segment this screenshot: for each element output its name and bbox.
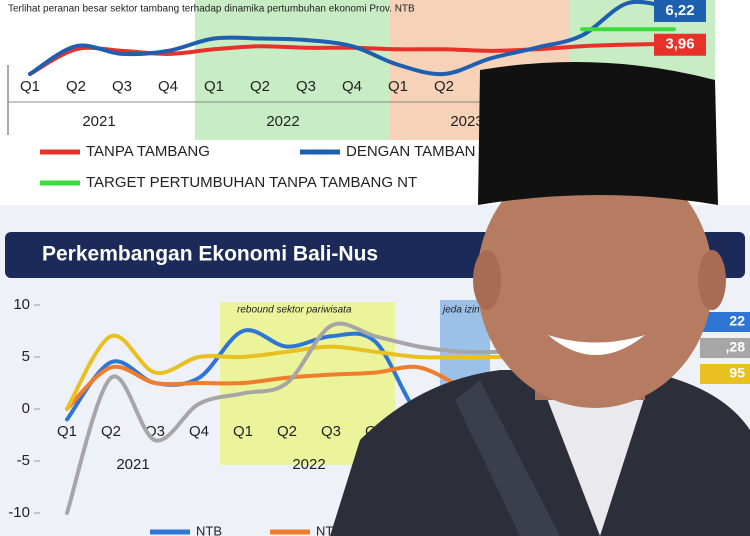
category-group-label: 2022 xyxy=(292,456,325,473)
side-label-box xyxy=(700,312,750,332)
side-label: 22 xyxy=(729,313,745,329)
side-label-box xyxy=(700,338,750,358)
x-tick-label: Q2 xyxy=(434,78,454,95)
annotation: rebound sektor pariwisata xyxy=(237,305,352,316)
legend-label: NT xyxy=(316,523,333,536)
face xyxy=(477,152,713,408)
x-tick-label: Q4 xyxy=(342,78,362,95)
ear xyxy=(698,250,726,310)
side-label-box xyxy=(700,364,750,384)
series-line xyxy=(65,333,509,411)
band-2022 xyxy=(195,0,390,140)
x-tick-label: Q4 xyxy=(158,78,178,95)
category-group-label: 2021 xyxy=(82,113,115,130)
y-tick-label: -10 xyxy=(8,504,30,521)
suit xyxy=(330,370,750,536)
chart-bottom: Perkembangan Ekonomi Bali-Nus -10 -5 0 5 10 Q1… xyxy=(8,243,750,536)
y-tick-label: 0 xyxy=(22,400,30,417)
legend-label: TANPA TAMBANG xyxy=(86,143,210,160)
x-tick-label: Q3 xyxy=(112,78,132,95)
x-tick-label: Q4 xyxy=(189,423,209,440)
x-tick-label: Q1 xyxy=(233,423,253,440)
x-tick-label: Q2 xyxy=(101,423,121,440)
value-label: 6,22 xyxy=(665,2,694,19)
category-group-label: 2023 xyxy=(450,113,483,130)
x-tick-label: Q3 xyxy=(296,78,316,95)
peci-hat xyxy=(478,62,718,205)
legend-label: DENGAN TAMBAN xyxy=(346,143,475,160)
x-tick-label: Q2 xyxy=(66,78,86,95)
series-line xyxy=(28,0,676,77)
x-tick-label: Q2 xyxy=(250,78,270,95)
legend-label: NTB xyxy=(196,523,222,536)
person-photo xyxy=(330,62,750,536)
x-tick-label: Q1 xyxy=(388,78,408,95)
series-line xyxy=(65,364,465,411)
category-group-label: 2022 xyxy=(266,113,299,130)
chart-top: Terlihat peranan besar sektor tambang te… xyxy=(8,0,706,191)
legend-label: TARGET PERTUMBUHAN TANPA TAMBANG NT xyxy=(86,174,417,191)
lapel xyxy=(455,380,560,536)
y-tick-label: 5 xyxy=(22,348,30,365)
value-label-box xyxy=(654,33,706,56)
y-tick-label: 10 xyxy=(13,296,30,313)
ear xyxy=(473,250,501,310)
chart-title: Terlihat peranan besar sektor tambang te… xyxy=(8,4,415,15)
y-tick-label: -5 xyxy=(17,452,30,469)
x-tick-label: Q1 xyxy=(204,78,224,95)
smile xyxy=(548,335,645,355)
category-group-label: 2021 xyxy=(116,456,149,473)
x-tick-label: Q3 xyxy=(321,423,341,440)
value-label: 3,96 xyxy=(665,36,694,53)
value-label-box xyxy=(654,0,706,22)
side-label: 95 xyxy=(729,365,745,381)
x-tick-label: Q2 xyxy=(277,423,297,440)
series-line xyxy=(65,321,509,515)
annotation: jeda izin e xyxy=(441,305,488,316)
side-label: ,28 xyxy=(726,339,746,355)
x-tick-label: Q1 xyxy=(20,78,40,95)
x-tick-label: Q1 xyxy=(57,423,77,440)
shirt xyxy=(540,380,650,536)
chart-title: Perkembangan Ekonomi Bali-Nus xyxy=(42,243,378,266)
